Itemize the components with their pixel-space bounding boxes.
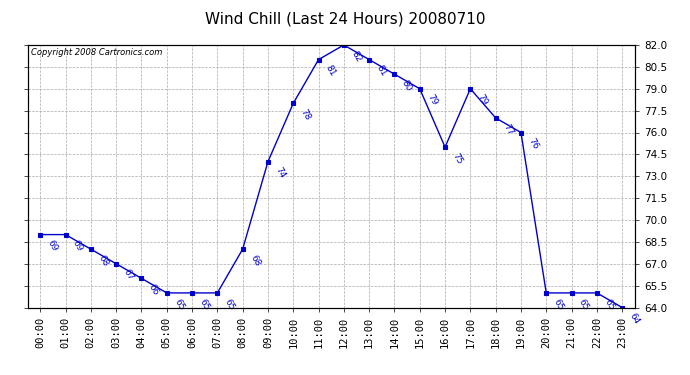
Text: 67: 67 bbox=[121, 268, 135, 282]
Text: 65: 65 bbox=[552, 297, 565, 312]
Text: 65: 65 bbox=[577, 297, 591, 312]
Text: 69: 69 bbox=[71, 239, 85, 253]
Text: Wind Chill (Last 24 Hours) 20080710: Wind Chill (Last 24 Hours) 20080710 bbox=[205, 11, 485, 26]
Text: 65: 65 bbox=[172, 297, 186, 312]
Text: 68: 68 bbox=[97, 254, 110, 268]
Text: 65: 65 bbox=[223, 297, 237, 312]
Text: 82: 82 bbox=[349, 49, 363, 63]
Text: Copyright 2008 Cartronics.com: Copyright 2008 Cartronics.com bbox=[30, 48, 162, 57]
Text: 80: 80 bbox=[400, 78, 413, 93]
Text: 81: 81 bbox=[324, 64, 337, 78]
Text: 69: 69 bbox=[46, 239, 59, 253]
Text: 66: 66 bbox=[147, 282, 161, 297]
Text: 74: 74 bbox=[273, 166, 287, 180]
Text: 76: 76 bbox=[526, 136, 540, 151]
Text: 79: 79 bbox=[476, 93, 489, 107]
Text: 81: 81 bbox=[375, 64, 388, 78]
Text: 78: 78 bbox=[299, 108, 313, 122]
Text: 65: 65 bbox=[197, 297, 211, 312]
Text: 68: 68 bbox=[248, 254, 262, 268]
Text: 77: 77 bbox=[501, 122, 515, 136]
Text: 64: 64 bbox=[628, 312, 641, 326]
Text: 65: 65 bbox=[602, 297, 616, 312]
Text: 79: 79 bbox=[425, 93, 439, 107]
Text: 75: 75 bbox=[451, 151, 464, 166]
